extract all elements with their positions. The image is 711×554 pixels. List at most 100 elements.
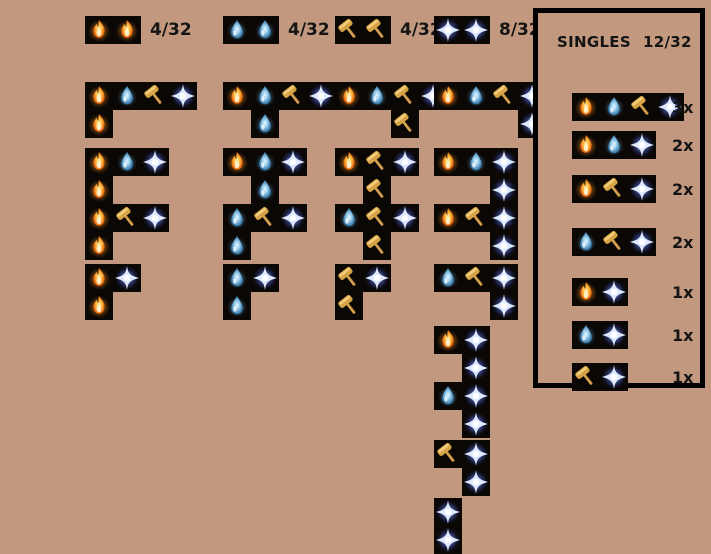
- water-icon: [223, 16, 251, 44]
- cell-water: [572, 321, 600, 349]
- single-row-6[interactable]: 1x: [572, 321, 693, 349]
- cell-hammer: [462, 264, 490, 292]
- counter-tile: [434, 16, 490, 44]
- fire-icon: [434, 148, 462, 176]
- cell-empty: [113, 292, 141, 320]
- water-icon: [251, 148, 279, 176]
- cell-water: [462, 148, 490, 176]
- cell-star: [490, 148, 518, 176]
- cell-empty: [391, 232, 419, 260]
- single-multiplier: 1x: [672, 367, 694, 387]
- cell-empty: [335, 232, 363, 260]
- star-icon: [462, 382, 490, 410]
- cell-fire: [335, 148, 363, 176]
- fire-icon: [434, 326, 462, 354]
- fire-icon: [85, 16, 113, 44]
- fire-icon: [85, 148, 113, 176]
- hammer-pair-counter: 4/32: [335, 16, 442, 44]
- piece-col2-row4[interactable]: [223, 264, 279, 320]
- fire-icon: [572, 131, 600, 159]
- cell-star: [462, 354, 490, 382]
- cell-empty: [434, 354, 462, 382]
- single-row-2[interactable]: 2x: [572, 131, 693, 159]
- cell-empty: [113, 176, 141, 204]
- single-row-7[interactable]: 1x: [572, 363, 693, 391]
- cell-fire: [434, 82, 462, 110]
- piece-col4-row3[interactable]: [434, 204, 518, 260]
- cell-fire: [85, 204, 113, 232]
- water-pair-counter: 4/32: [223, 16, 330, 44]
- cell-empty: [279, 110, 307, 138]
- piece-col3-row3[interactable]: [335, 204, 419, 260]
- cell-star: [462, 326, 490, 354]
- cell-water: [223, 232, 251, 260]
- piece-col1-row2[interactable]: [85, 148, 169, 204]
- piece-row: [434, 382, 490, 410]
- star-icon: [307, 82, 335, 110]
- cell-water: [600, 131, 628, 159]
- cell-water: [223, 264, 251, 292]
- star-icon: [141, 204, 169, 232]
- cell-empty: [223, 110, 251, 138]
- piece-col4-row4[interactable]: [434, 264, 518, 320]
- piece-col1-row4[interactable]: [85, 264, 141, 320]
- star-icon: [490, 292, 518, 320]
- piece-col3-row1[interactable]: [335, 82, 447, 138]
- piece-col1-row1[interactable]: [85, 82, 197, 138]
- single-multiplier: 1x: [672, 282, 694, 302]
- hammer-icon: [363, 232, 391, 260]
- cell-empty: [462, 110, 490, 138]
- cell-star: [363, 264, 391, 292]
- fire-icon: [113, 16, 141, 44]
- piece-col3-row2[interactable]: [335, 148, 419, 204]
- piece-col4-row8[interactable]: [434, 498, 462, 554]
- hammer-icon: [363, 16, 391, 44]
- cell-star: [628, 175, 656, 203]
- cell-star: [462, 410, 490, 438]
- piece-row: [85, 264, 141, 292]
- fire-icon: [223, 82, 251, 110]
- water-icon: [223, 232, 251, 260]
- star-icon: [462, 354, 490, 382]
- water-icon: [434, 382, 462, 410]
- piece-col4-row7[interactable]: [434, 440, 490, 496]
- cell-star: [628, 131, 656, 159]
- cell-fire: [572, 175, 600, 203]
- single-row-5[interactable]: 1x: [572, 278, 693, 306]
- piece-col4-row6[interactable]: [434, 382, 490, 438]
- piece-row: [434, 110, 546, 138]
- cell-empty: [335, 110, 363, 138]
- cell-empty: [113, 110, 141, 138]
- single-row-1[interactable]: 3x: [572, 93, 693, 121]
- cell-water: [223, 292, 251, 320]
- piece-col4-row2[interactable]: [434, 148, 518, 204]
- star-icon: [462, 326, 490, 354]
- piece-col4-row5[interactable]: [434, 326, 490, 382]
- cell-water: [434, 264, 462, 292]
- singles-count: 12/32: [642, 33, 692, 51]
- water-icon: [113, 82, 141, 110]
- star-icon: [363, 264, 391, 292]
- star-icon: [462, 410, 490, 438]
- piece-row: [335, 148, 419, 176]
- single-row-3[interactable]: 2x: [572, 175, 693, 203]
- piece-col2-row3[interactable]: [223, 204, 307, 260]
- cell-water: [223, 16, 251, 44]
- piece-col2-row2[interactable]: [223, 148, 307, 204]
- single-tile: [572, 363, 628, 391]
- single-row-4[interactable]: 2x: [572, 228, 693, 256]
- cell-water: [251, 16, 279, 44]
- piece-row: [434, 354, 490, 382]
- hammer-icon: [113, 204, 141, 232]
- piece-col2-row1[interactable]: [223, 82, 335, 138]
- piece-col4-row1[interactable]: [434, 82, 546, 138]
- cell-empty: [434, 110, 462, 138]
- hammer-icon: [391, 110, 419, 138]
- cell-star: [490, 292, 518, 320]
- piece-col1-row3[interactable]: [85, 204, 169, 260]
- counter-value: 8/32: [499, 20, 541, 40]
- water-icon: [600, 131, 628, 159]
- piece-col3-row4[interactable]: [335, 264, 391, 320]
- cell-empty: [462, 292, 490, 320]
